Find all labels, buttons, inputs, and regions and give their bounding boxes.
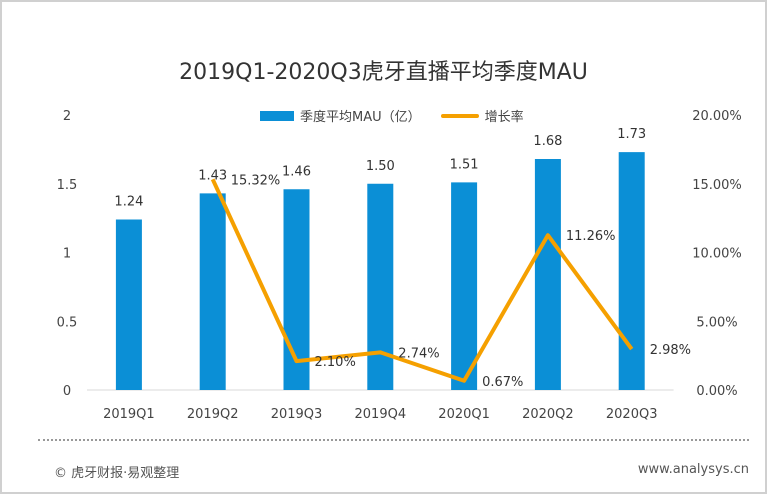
bar [451, 182, 478, 390]
left-tick-label: 2 [63, 109, 71, 124]
bar-value-label: 1.73 [617, 127, 646, 142]
line-value-label: 15.32% [231, 173, 281, 188]
bar-value-label: 1.68 [533, 134, 562, 149]
left-tick-label: 1 [63, 247, 71, 262]
x-tick-label: 2020Q3 [606, 407, 658, 422]
legend-bar-label: 季度平均MAU（亿） [300, 110, 421, 125]
x-tick-label: 2019Q2 [187, 407, 239, 422]
legend-line-swatch [440, 113, 479, 118]
line-value-label: 2.98% [650, 343, 691, 358]
footer-divider [38, 439, 749, 441]
growth-line [210, 178, 634, 383]
chart-title: 2019Q1-2020Q3虎牙直播平均季度MAU [179, 60, 588, 85]
line-value-label: 2.10% [315, 355, 356, 370]
left-tick-label: 1.5 [57, 178, 78, 193]
bar [534, 159, 561, 390]
chart-svg: 00.511.520.00%5.00%10.00%15.00%20.00%201… [57, 109, 742, 422]
x-tick-label: 2019Q3 [271, 407, 323, 422]
site-url: www.analysys.cn [637, 462, 749, 477]
bar-value-label: 1.46 [282, 164, 311, 179]
bar [199, 193, 226, 390]
legend-bar-swatch [260, 110, 294, 121]
bar-value-label: 1.50 [366, 159, 395, 174]
right-tick-label: 15.00% [692, 178, 742, 193]
x-tick-label: 2020Q2 [522, 407, 574, 422]
source-text: © 虎牙财报·易观整理 [54, 466, 180, 481]
right-tick-label: 0.00% [696, 384, 737, 399]
x-tick-label: 2019Q4 [355, 407, 407, 422]
right-tick-label: 10.00% [692, 247, 742, 262]
bar-value-label: 1.43 [198, 168, 227, 183]
bar-value-label: 1.51 [450, 157, 479, 172]
bar-value-label: 1.24 [114, 195, 143, 210]
bar [618, 152, 645, 390]
bar [367, 183, 394, 390]
line-value-label: 0.67% [482, 375, 523, 390]
x-tick-label: 2020Q1 [438, 407, 490, 422]
legend-line-label: 增长率 [484, 110, 524, 125]
line-value-label: 11.26% [566, 229, 616, 244]
legend: 季度平均MAU（亿） 增长率 [260, 106, 524, 125]
line-value-label: 2.74% [398, 346, 439, 361]
x-tick-label: 2019Q1 [103, 407, 155, 422]
left-tick-label: 0 [63, 384, 71, 399]
right-tick-label: 5.00% [696, 315, 737, 330]
right-tick-label: 20.00% [692, 109, 742, 124]
bar [115, 219, 142, 390]
left-tick-label: 0.5 [57, 315, 78, 330]
